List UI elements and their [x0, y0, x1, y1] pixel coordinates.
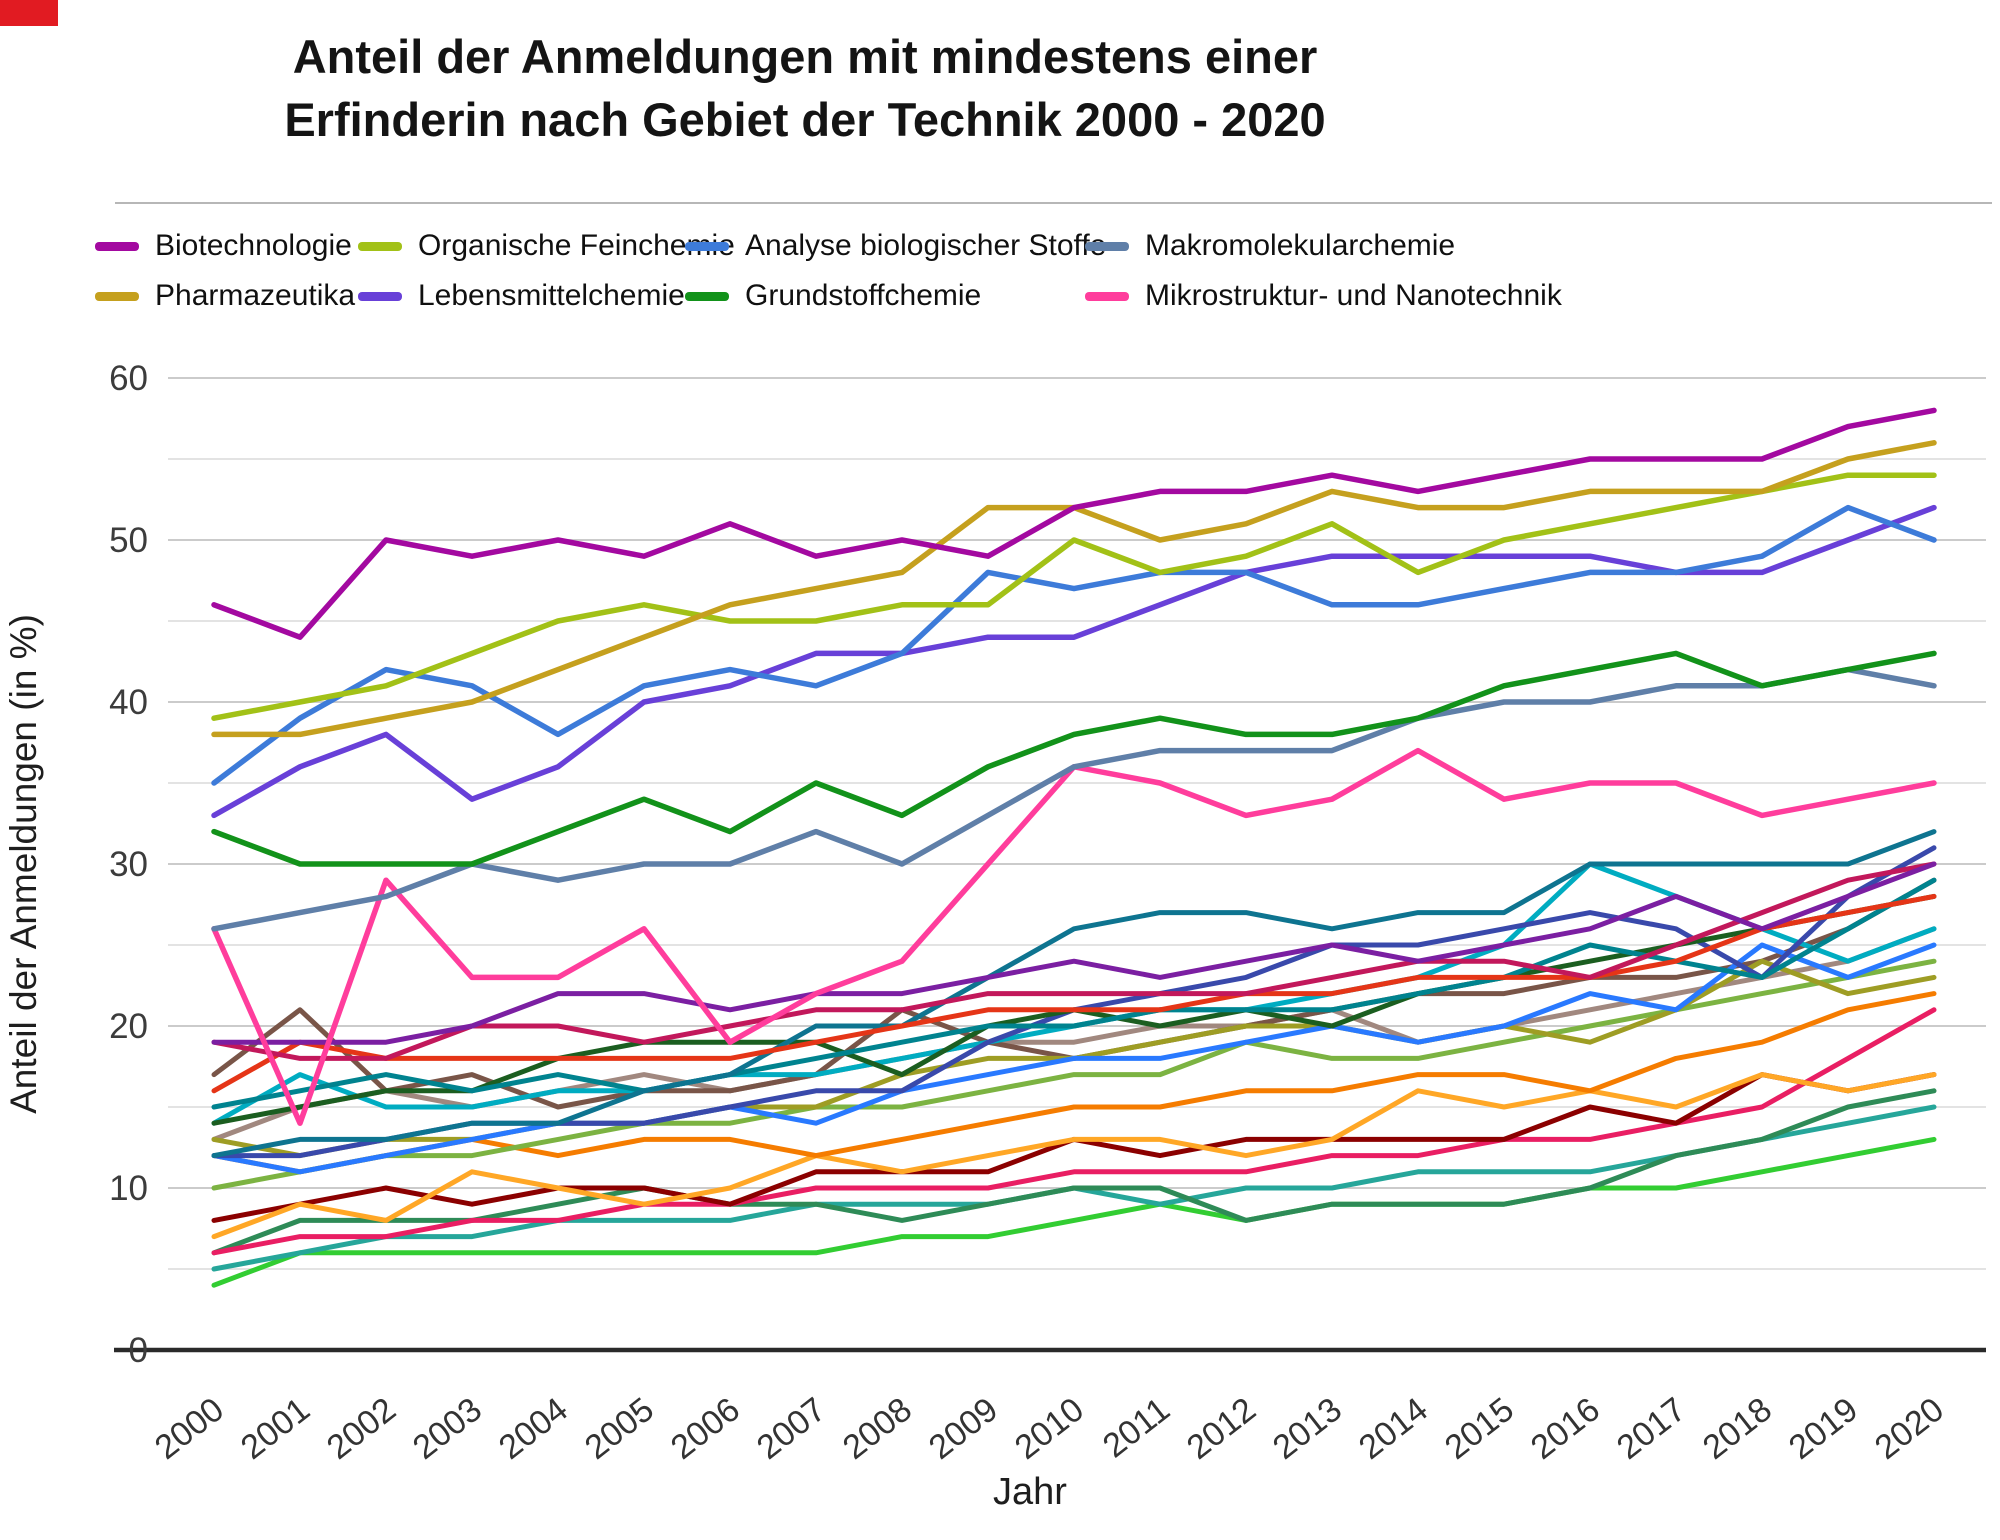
legend-item-analyse-biologischer-stoffe[interactable]: Analyse biologischer Stoffe — [685, 228, 1106, 264]
legend-item-label: Pharmazeutika — [155, 279, 356, 312]
legend-item-pharmazeutika[interactable]: Pharmazeutika — [95, 278, 355, 314]
legend-swatch-icon — [685, 241, 729, 251]
legend-item-biotechnologie[interactable]: Biotechnologie — [95, 228, 352, 264]
chart-title: Anteil der Anmeldungen mit mindestens ei… — [140, 26, 1470, 152]
series-line-unlabeled-1 — [211, 1136, 1937, 1288]
legend-swatch-icon — [95, 291, 139, 301]
legend-swatch-icon — [685, 291, 729, 301]
series-line-makromolekularchemie — [211, 666, 1937, 932]
x-tick-label: 2003 — [406, 1390, 489, 1467]
series-lines — [211, 407, 1937, 1288]
series-line-unlabeled-10 — [211, 958, 1937, 1191]
series-line-biotechnologie — [211, 407, 1937, 640]
chart-legend: Biotechnologie Organische Feinchemie Analy… — [0, 0, 2000, 330]
y-tick-label: 60 — [109, 359, 148, 398]
x-tick-label: 2011 — [1096, 1390, 1177, 1465]
x-tick-label: 2016 — [1524, 1390, 1607, 1467]
series-line-unlabeled-13 — [211, 942, 1937, 1175]
series-line-unlabeled-6 — [211, 1072, 1937, 1240]
legend-item-label: Biotechnologie — [155, 229, 352, 262]
x-tick-label: 2007 — [750, 1390, 833, 1467]
legend-item-makromolekularchemie[interactable]: Makromolekularchemie — [1085, 228, 1455, 264]
x-tick-label: 2012 — [1180, 1390, 1263, 1467]
x-axis-ticks: 2000 2001 2002 2003 2004 2005 2006 2007 2008 2009… — [148, 1390, 1951, 1467]
legend-item-organische-feinchemie[interactable]: Organische Feinchemie — [358, 228, 735, 264]
legend-swatch-icon — [1085, 241, 1129, 251]
y-tick-label: 10 — [109, 1169, 148, 1208]
corner-red-mark — [0, 0, 58, 26]
x-tick-label: 2006 — [664, 1390, 747, 1467]
series-line-mikrostruktur-und-nanotechnik — [211, 747, 1937, 1126]
legend-item-label: Mikrostruktur- und Nanotechnik — [1145, 279, 1562, 312]
legend-item-lebensmittelchemie[interactable]: Lebensmittelchemie — [358, 278, 685, 314]
y-tick-label: 0 — [129, 1331, 148, 1370]
y-tick-label: 30 — [109, 845, 148, 884]
x-tick-label: 2000 — [148, 1390, 231, 1467]
legend-swatch-icon — [358, 291, 402, 301]
legend-item-mikrostruktur-und-nanotechnik[interactable]: Mikrostruktur- und Nanotechnik — [1085, 278, 1562, 314]
y-axis-ticks: 0 10 20 30 40 50 60 — [109, 359, 148, 1370]
x-tick-label: 2001 — [234, 1390, 317, 1467]
y-axis-title: Anteil der Anmeldungen (in %) — [3, 614, 44, 1114]
legend-item-label: Organische Feinchemie — [418, 229, 735, 262]
legend-item-label: Analyse biologischer Stoffe — [745, 229, 1107, 262]
series-line-lebensmittelchemie — [211, 504, 1937, 819]
legend-item-grundstoffchemie[interactable]: Grundstoffchemie — [685, 278, 981, 314]
y-tick-label: 40 — [109, 683, 148, 722]
x-tick-label: 2013 — [1266, 1390, 1349, 1467]
x-tick-label: 2009 — [922, 1390, 1005, 1467]
x-tick-label: 2014 — [1352, 1390, 1435, 1467]
legend-swatch-icon — [358, 241, 402, 251]
chart-title-line2: Erfinderin nach Gebiet der Technik 2000 … — [284, 92, 1326, 146]
series-line-unlabeled-18 — [211, 893, 1937, 1094]
y-tick-label: 20 — [109, 1007, 148, 1046]
x-tick-label: 2020 — [1868, 1390, 1951, 1467]
legend-item-label: Makromolekularchemie — [1145, 229, 1456, 262]
series-line-unlabeled-3 — [211, 1088, 1937, 1256]
legend-item-label: Lebensmittelchemie — [418, 279, 685, 312]
series-line-unlabeled-4 — [211, 1007, 1937, 1256]
x-tick-label: 2010 — [1008, 1390, 1091, 1467]
x-tick-label: 2018 — [1696, 1390, 1779, 1467]
chart-title-line1: Anteil der Anmeldungen mit mindestens ei… — [292, 30, 1318, 83]
legend-item-label: Grundstoffchemie — [745, 279, 982, 312]
series-line-analyse-biologischer-stoffe — [211, 504, 1937, 786]
series-line-unlabeled-20 — [211, 861, 1937, 1045]
series-line-unlabeled-7 — [211, 991, 1937, 1175]
x-tick-label: 2008 — [836, 1390, 919, 1467]
x-tick-label: 2019 — [1782, 1390, 1865, 1467]
series-line-unlabeled-19 — [211, 861, 1937, 1061]
series-line-unlabeled-17 — [211, 829, 1937, 1159]
x-tick-label: 2005 — [578, 1390, 661, 1467]
legend-swatch-icon — [95, 241, 139, 251]
x-tick-label: 2015 — [1438, 1390, 1521, 1467]
x-tick-label: 2017 — [1610, 1390, 1693, 1467]
x-axis-title: Jahr — [993, 1471, 1067, 1513]
title-divider — [115, 202, 1992, 204]
series-line-organische-feinchemie — [211, 472, 1937, 721]
x-tick-label: 2004 — [492, 1390, 575, 1467]
x-tick-label: 2002 — [320, 1390, 403, 1467]
legend-swatch-icon — [1085, 291, 1129, 301]
series-line-grundstoffchemie — [211, 650, 1937, 867]
series-line-unlabeled-5 — [211, 1072, 1937, 1223]
y-tick-label: 50 — [109, 521, 148, 560]
